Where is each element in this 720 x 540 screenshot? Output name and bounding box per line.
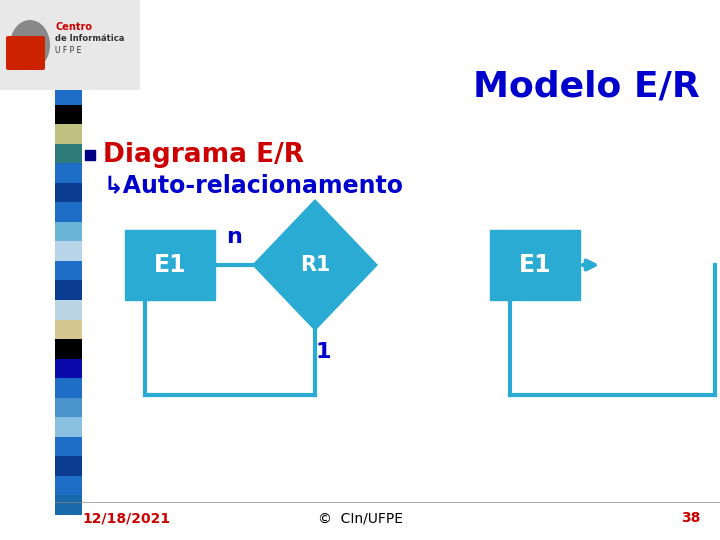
Bar	[55, 280, 82, 300]
Bar	[55, 124, 82, 144]
Bar	[55, 300, 82, 320]
Bar	[55, 320, 82, 339]
Bar	[55, 476, 82, 496]
Bar	[55, 378, 82, 398]
Bar	[55, 339, 82, 359]
Text: 38: 38	[680, 511, 700, 525]
Bar	[55, 241, 82, 261]
Ellipse shape	[10, 20, 50, 70]
Text: de Informática: de Informática	[55, 34, 125, 43]
Bar	[55, 496, 82, 515]
Bar	[490, 230, 580, 300]
Bar	[55, 222, 82, 241]
Bar	[55, 437, 82, 456]
Text: Diagrama E/R: Diagrama E/R	[103, 142, 304, 168]
Text: ↳Auto-relacionamento: ↳Auto-relacionamento	[103, 173, 403, 197]
Text: 12/18/2021: 12/18/2021	[82, 511, 170, 525]
Bar	[55, 202, 82, 222]
Bar	[55, 85, 82, 105]
Bar	[55, 183, 82, 202]
Polygon shape	[253, 200, 377, 330]
Text: 1: 1	[315, 342, 330, 362]
Text: Modelo E/R: Modelo E/R	[473, 70, 700, 104]
Text: R1: R1	[300, 255, 330, 275]
Bar	[0, 0, 140, 90]
Bar	[55, 398, 82, 417]
Text: ©  CIn/UFPE: © CIn/UFPE	[318, 511, 402, 525]
Bar	[55, 261, 82, 280]
Text: E1: E1	[518, 253, 552, 277]
Bar	[55, 105, 82, 124]
Bar	[55, 144, 82, 163]
Text: n: n	[226, 227, 242, 247]
Bar	[55, 163, 82, 183]
Bar	[55, 359, 82, 378]
Bar	[125, 230, 215, 300]
Text: E1: E1	[154, 253, 186, 277]
FancyBboxPatch shape	[6, 36, 45, 70]
Text: Centro: Centro	[55, 22, 92, 32]
Text: U F P E: U F P E	[55, 46, 81, 55]
Bar	[55, 417, 82, 437]
Bar	[55, 456, 82, 476]
